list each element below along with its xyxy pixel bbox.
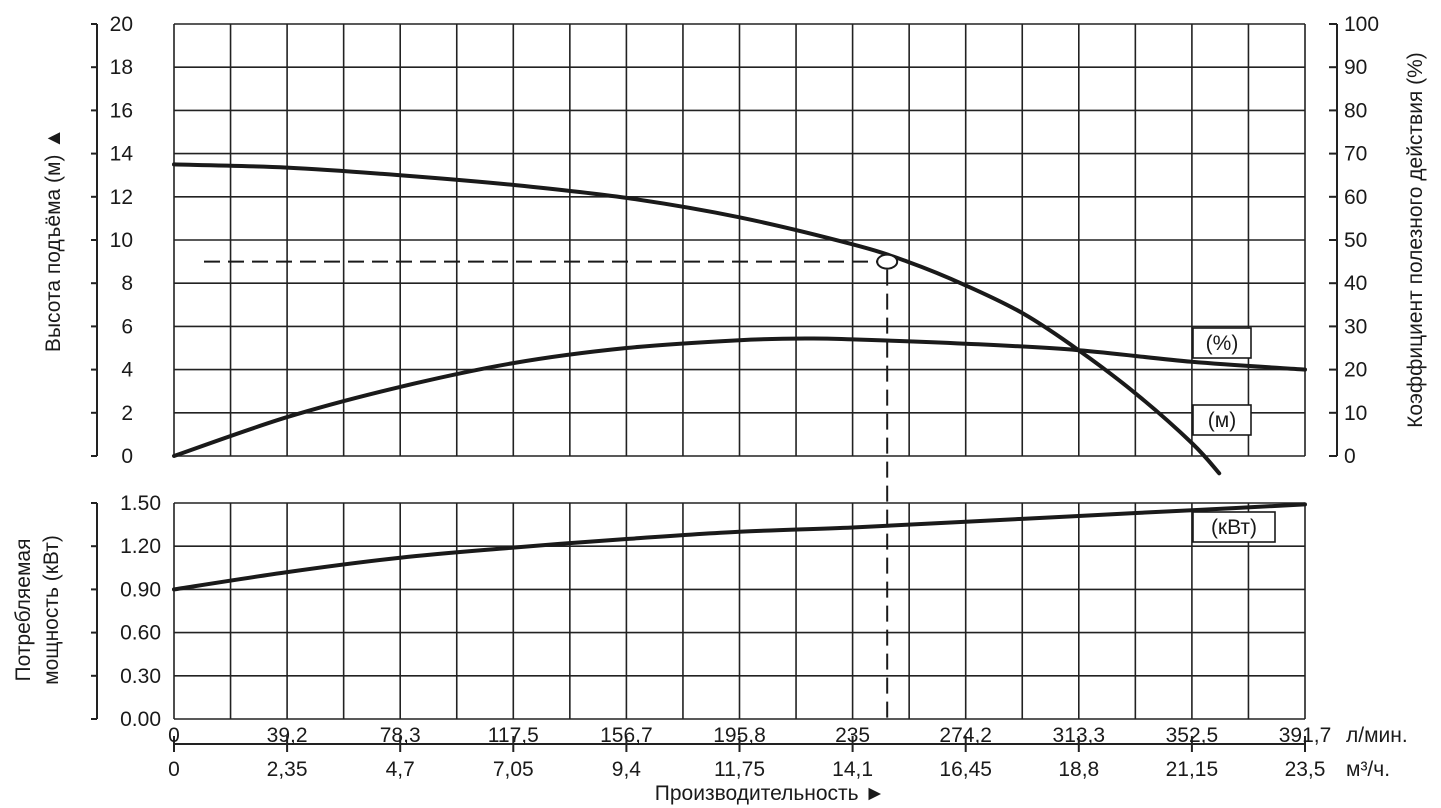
legend-power-label: (кВт) <box>1211 516 1257 539</box>
left-tick-label: 16 <box>110 99 133 122</box>
x-tick-label-m3h: 14,1 <box>832 758 873 781</box>
right-tick-label: 20 <box>1344 359 1367 382</box>
x-tick-label-lmin: 235 <box>835 724 870 747</box>
left-tick-label: 6 <box>121 315 133 338</box>
legend-head-box <box>1192 404 1252 436</box>
power-tick-label: 1.50 <box>120 492 161 515</box>
left-tick-label: 12 <box>110 186 133 209</box>
left-tick-label: 10 <box>110 229 133 252</box>
power-tick-label: 0.00 <box>120 708 161 731</box>
power-panel-grid <box>173 502 1306 720</box>
y-axis-title-power-line2: мощность (кВт) <box>40 535 63 685</box>
x-axis-title: Производительность ► <box>655 782 885 805</box>
x-tick-label-m3h: 0 <box>168 758 180 781</box>
right-tick-label: 50 <box>1344 229 1367 252</box>
left-tick-label: 4 <box>121 359 133 382</box>
operating-point-marker <box>876 253 899 270</box>
x-tick-label-m3h: 4,7 <box>386 758 415 781</box>
legend-labels: (%) (м) (кВт) <box>1192 327 1276 543</box>
x-tick-label-m3h: 16,45 <box>939 758 992 781</box>
legend-head-label: (м) <box>1208 409 1236 432</box>
left-tick-label: 2 <box>121 402 133 425</box>
tick-labels: 0 2 4 6 8 10 12 14 16 18 20 0.00 0.30 0.60 0.90 1.20 1.5… <box>110 13 1408 781</box>
x-tick-label-lmin: 195,8 <box>713 724 766 747</box>
x-tick-label-m3h: 23,5 <box>1285 758 1326 781</box>
y-axis-title-head: Высота подъёма (м) ▲ <box>42 128 65 352</box>
right-tick-label: 30 <box>1344 315 1367 338</box>
right-tick-label: 80 <box>1344 99 1367 122</box>
x-tick-label-m3h: 2,35 <box>267 758 308 781</box>
left-tick-label: 14 <box>110 143 134 166</box>
right-tick-label: 90 <box>1344 56 1367 79</box>
series-head-line <box>172 162 1222 476</box>
left-tick-label: 0 <box>121 445 133 468</box>
left-tick-label: 8 <box>121 272 133 295</box>
x-tick-label-m3h: 18,8 <box>1058 758 1099 781</box>
x-tick-label-lmin: 274,2 <box>939 724 992 747</box>
x-tick-label-m3h: 9,4 <box>612 758 642 781</box>
x-tick-label-lmin: 313,3 <box>1053 724 1106 747</box>
power-tick-label: 0.30 <box>120 665 161 688</box>
x-tick-label-m3h: 21,15 <box>1166 758 1219 781</box>
x-tick-label-lmin: 391,7 <box>1279 724 1332 747</box>
y-axis-title-power-line1: Потребляемая <box>12 539 35 682</box>
x-tick-label-m3h: 11,75 <box>714 758 765 781</box>
x-tick-label-m3h: 7,05 <box>493 758 534 781</box>
x-unit-lmin: л/мин. <box>1346 724 1408 747</box>
x-tick-label-lmin: 78,3 <box>380 724 421 747</box>
x-tick-label-lmin: 39,2 <box>267 724 308 747</box>
left-tick-label: 18 <box>110 56 133 79</box>
right-tick-label: 100 <box>1344 13 1379 36</box>
right-tick-label: 40 <box>1344 272 1367 295</box>
legend-efficiency-label: (%) <box>1206 332 1239 355</box>
x-unit-m3h: м³/ч. <box>1346 758 1390 781</box>
right-tick-label: 10 <box>1344 402 1367 425</box>
series-power-line <box>172 502 1307 592</box>
series-lines <box>172 162 1307 719</box>
right-tick-label: 60 <box>1344 186 1367 209</box>
axis-titles: Производительность ► Высота подъёма (м) ▲… <box>12 52 1427 805</box>
head-panel-grid <box>173 23 1306 457</box>
power-tick-label: 0.90 <box>120 578 161 601</box>
legend-efficiency-box <box>1192 327 1252 359</box>
left-tick-label: 20 <box>110 13 133 36</box>
series-efficiency-line <box>172 336 1307 458</box>
right-tick-label: 70 <box>1344 143 1367 166</box>
x-tick-label-lmin: 117,5 <box>488 724 539 747</box>
y-axis-title-efficiency: Коэффициент полезного действия (%) <box>1404 52 1427 428</box>
x-tick-label-lmin: 352,5 <box>1166 724 1219 747</box>
x-tick-label-lmin: 156,7 <box>600 724 653 747</box>
right-tick-label: 0 <box>1344 445 1356 468</box>
legend-power-box <box>1192 511 1276 543</box>
x-tick-label-lmin: 0 <box>168 724 180 747</box>
power-tick-label: 0.60 <box>120 622 161 645</box>
power-tick-label: 1.20 <box>120 535 161 558</box>
axes <box>91 23 1338 752</box>
